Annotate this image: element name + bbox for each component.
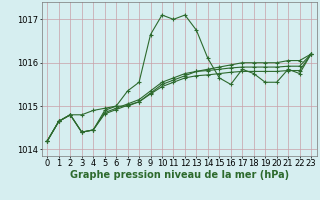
X-axis label: Graphe pression niveau de la mer (hPa): Graphe pression niveau de la mer (hPa) <box>70 170 289 180</box>
